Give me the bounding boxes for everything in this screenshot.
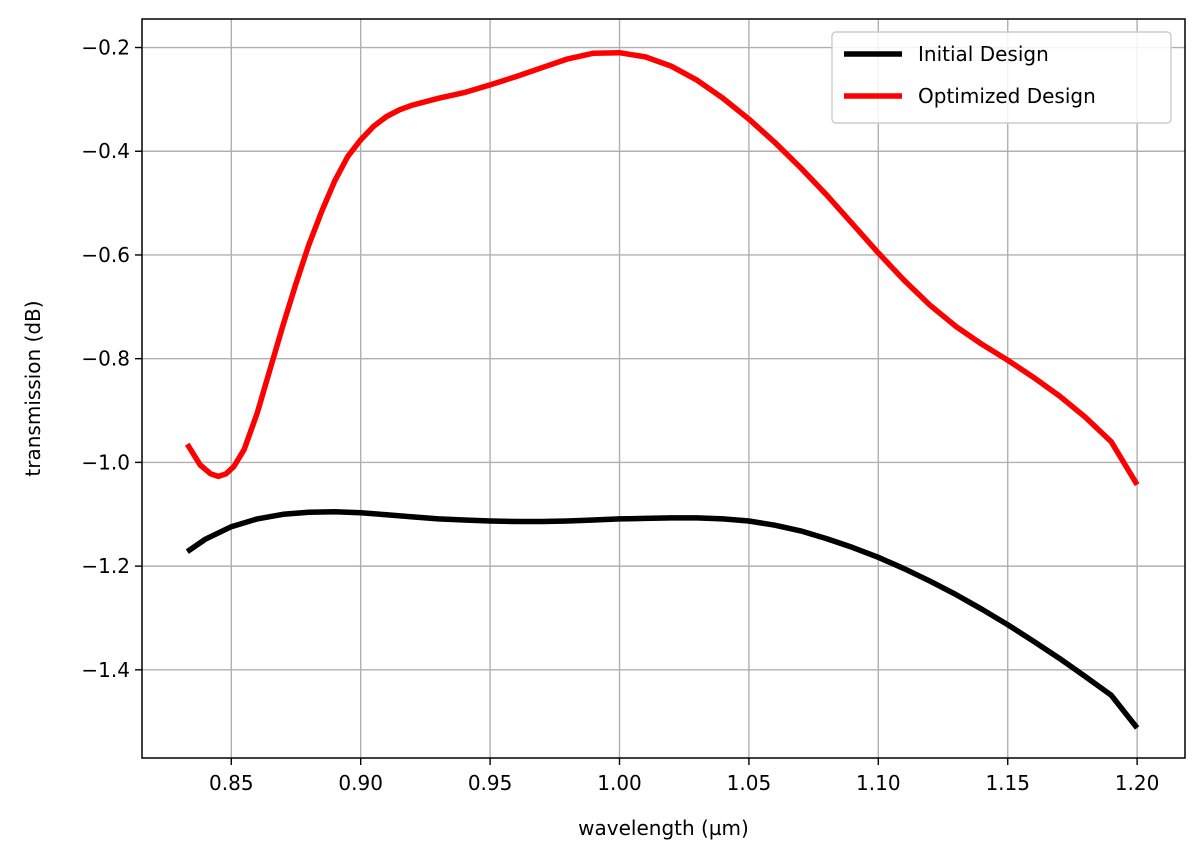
x-tick-label: 1.20 [1115,771,1160,795]
x-tick-label: 0.85 [209,771,254,795]
y-axis-title: transmission (dB) [21,300,45,476]
x-tick-label: 1.05 [727,771,772,795]
grid [142,19,1185,758]
y-tick-label: −0.2 [81,36,130,60]
series-line-optimized-design [184,49,1140,487]
y-tick-label: −0.8 [81,347,130,371]
plot-frame [141,18,1186,759]
y-tick-label: −0.6 [81,243,130,267]
legend-label: Optimized Design [918,84,1096,108]
legend-box [831,31,1172,124]
x-tick-label: 0.90 [338,771,383,795]
legend-label: Initial Design [918,42,1049,66]
x-tick-label: 1.10 [856,771,901,795]
y-tick-label: −1.2 [81,554,130,578]
x-axis-title: wavelength (µm) [578,816,749,840]
series-lines [184,49,1140,730]
y-tick-label: −1.0 [81,450,130,474]
x-tick-label: 1.00 [597,771,642,795]
series-line-initial-design [185,508,1140,730]
legend: Initial Design Optimized Design [831,31,1172,124]
x-axis-ticks: 0.85 0.90 0.95 1.00 1.05 1.10 1.15 1.20 [209,758,1159,795]
x-tick-label: 1.15 [985,771,1030,795]
x-tick-label: 0.95 [468,771,513,795]
y-axis-ticks: −0.2 −0.4 −0.6 −0.8 −1.0 −1.2 −1.4 [81,36,142,682]
y-tick-label: −0.4 [81,139,130,163]
y-tick-label: −1.4 [81,658,130,682]
